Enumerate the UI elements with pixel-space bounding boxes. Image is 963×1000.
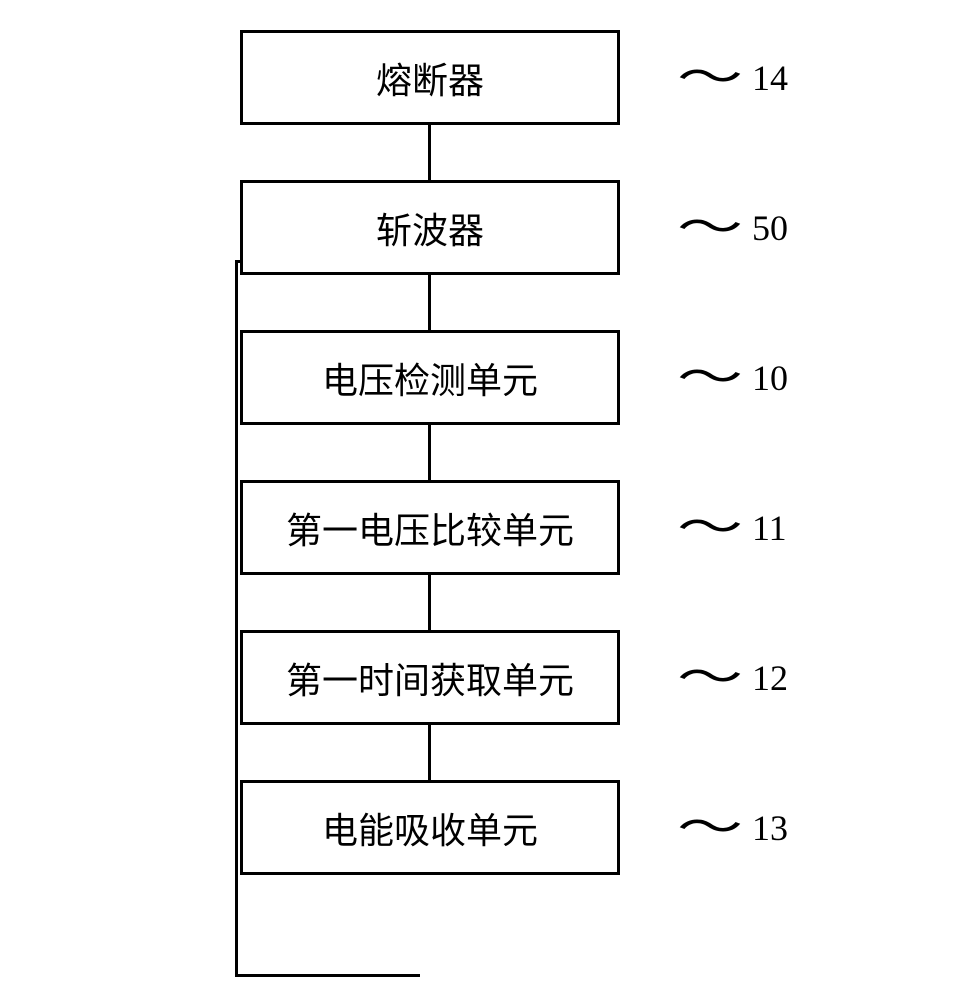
block-energy-absorb: 电能吸收单元 〜 13 <box>240 780 620 875</box>
block-time-acquire: 第一时间获取单元 〜 12 <box>240 630 620 725</box>
connector <box>428 425 431 480</box>
connector <box>428 125 431 180</box>
feedback-line-bottom <box>235 974 420 977</box>
tilde-icon: 〜 <box>677 206 743 250</box>
block-fuse: 熔断器 〜 14 <box>240 30 620 125</box>
ref-number: 10 <box>752 357 788 399</box>
block-voltage-detection: 电压检测单元 〜 10 <box>240 330 620 425</box>
tilde-icon: 〜 <box>677 356 743 400</box>
ref-label: 〜 50 <box>688 206 788 250</box>
block-label: 电压检测单元 <box>322 352 538 404</box>
ref-number: 12 <box>752 657 788 699</box>
ref-number: 11 <box>752 507 787 549</box>
feedback-line-vertical <box>235 260 238 976</box>
ref-label: 〜 14 <box>688 56 788 100</box>
flowchart-diagram: 熔断器 〜 14 斩波器 〜 50 电压检测单元 〜 10 第一电压比较单元 〜… <box>180 30 780 875</box>
block-label: 第一时间获取单元 <box>286 652 574 704</box>
tilde-icon: 〜 <box>677 506 743 550</box>
block-label: 第一电压比较单元 <box>286 502 574 554</box>
block-label: 熔断器 <box>376 52 484 104</box>
connector <box>428 725 431 780</box>
connector <box>428 575 431 630</box>
ref-number: 13 <box>752 807 788 849</box>
ref-label: 〜 12 <box>688 656 788 700</box>
connector <box>428 275 431 330</box>
ref-number: 14 <box>752 57 788 99</box>
block-voltage-compare: 第一电压比较单元 〜 11 <box>240 480 620 575</box>
block-chopper: 斩波器 〜 50 <box>240 180 620 275</box>
ref-label: 〜 13 <box>688 806 788 850</box>
ref-number: 50 <box>752 207 788 249</box>
ref-label: 〜 10 <box>688 356 788 400</box>
block-label: 斩波器 <box>376 202 484 254</box>
block-label: 电能吸收单元 <box>322 802 538 854</box>
tilde-icon: 〜 <box>677 806 743 850</box>
tilde-icon: 〜 <box>677 56 743 100</box>
ref-label: 〜 11 <box>688 506 787 550</box>
tilde-icon: 〜 <box>677 656 743 700</box>
